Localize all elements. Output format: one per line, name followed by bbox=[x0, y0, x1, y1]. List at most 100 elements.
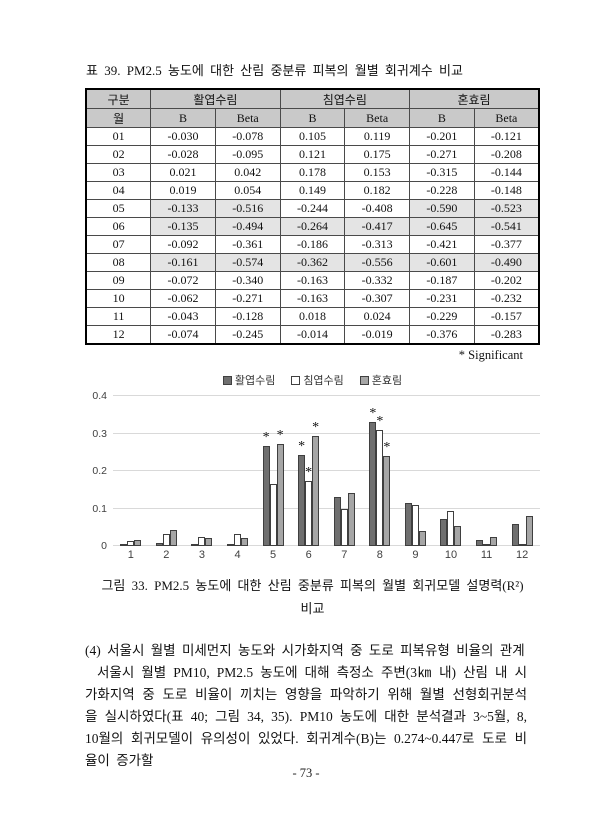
value-cell: -0.030 bbox=[150, 127, 216, 146]
bar-group bbox=[220, 396, 256, 546]
table-row: 05 -0.133 -0.516 -0.244 -0.408 -0.590 -0.523 bbox=[85, 199, 540, 218]
value-cell: -0.340 bbox=[214, 271, 281, 290]
value-cell: -0.074 bbox=[150, 325, 216, 345]
significance-star: * bbox=[276, 427, 284, 443]
value-cell: -0.541 bbox=[473, 217, 540, 236]
bar-slot: * bbox=[369, 396, 377, 546]
bar-활엽수림 bbox=[155, 542, 163, 546]
value-cell: -0.202 bbox=[473, 271, 540, 290]
bar-slot: * bbox=[305, 396, 313, 546]
figure-caption: 그림 33. PM2.5 농도에 대한 산림 중분류 피복의 월별 회귀모델 설… bbox=[85, 574, 540, 620]
legend-item: 침엽수림 bbox=[291, 372, 344, 388]
body-text: (4) 서울시 월별 미세먼지 농도와 시가화지역 중 도로 피복유형 비율의 … bbox=[85, 640, 527, 772]
gridline bbox=[113, 545, 540, 546]
value-cell: -0.362 bbox=[279, 253, 346, 272]
bar-활엽수림 bbox=[262, 446, 270, 546]
bar-활엽수림 bbox=[511, 523, 519, 546]
value-cell: -0.157 bbox=[473, 307, 540, 326]
bar-slot bbox=[227, 396, 235, 546]
legend-swatch-icon bbox=[291, 375, 301, 385]
table-row: 12 -0.074 -0.245 -0.014 -0.019 -0.376 -0.283 bbox=[85, 325, 540, 345]
bar-slot: * bbox=[312, 396, 320, 546]
value-cell: -0.043 bbox=[150, 307, 216, 326]
value-cell: -0.148 bbox=[473, 181, 540, 200]
gridline bbox=[113, 395, 540, 396]
bar-활엽수림 bbox=[191, 544, 199, 546]
bar-침엽수림 bbox=[127, 540, 135, 546]
chart-body: 0 0.1 0.2 0.3 0.4 * * * * * * * * bbox=[85, 390, 540, 552]
bar-slot: * bbox=[262, 396, 270, 546]
bar-침엽수림 bbox=[198, 537, 206, 546]
bar-혼효림 bbox=[312, 436, 320, 546]
value-cell: -0.019 bbox=[344, 325, 411, 345]
value-cell: -0.516 bbox=[214, 199, 281, 218]
value-cell: -0.590 bbox=[409, 199, 475, 218]
bar-혼효림 bbox=[525, 516, 533, 546]
value-cell: -0.228 bbox=[409, 181, 475, 200]
y-tick-label: 0.4 bbox=[92, 390, 107, 402]
table-header-row-sub: 월 B Beta B Beta B Beta bbox=[85, 108, 540, 128]
bar-slot bbox=[483, 396, 491, 546]
bar-활엽수림 bbox=[120, 543, 128, 546]
legend-item: 활엽수림 bbox=[222, 372, 276, 388]
value-cell: -0.229 bbox=[409, 307, 475, 326]
table-header-row-groups: 구분 활엽수림 침엽수림 혼효림 bbox=[85, 88, 540, 109]
value-cell: -0.307 bbox=[344, 289, 411, 308]
value-cell: -0.645 bbox=[409, 217, 475, 236]
bar-침엽수림 bbox=[376, 430, 384, 546]
month-cell: 11 bbox=[85, 307, 152, 326]
value-cell: -0.095 bbox=[214, 145, 281, 164]
table-row: 09 -0.072 -0.340 -0.163 -0.332 -0.187 -0.202 bbox=[85, 271, 540, 290]
regression-table: 구분 활엽수림 침엽수림 혼효림 월 B Beta B Beta B Beta … bbox=[85, 88, 540, 345]
bar-slot bbox=[205, 396, 213, 546]
gridline bbox=[113, 432, 540, 434]
bar-group: * * * bbox=[291, 396, 327, 546]
value-cell: -0.232 bbox=[473, 289, 540, 308]
bar-침엽수림 bbox=[269, 483, 277, 546]
significance-star: * bbox=[369, 406, 377, 422]
legend-swatch-icon bbox=[359, 375, 369, 385]
value-cell: -0.092 bbox=[150, 235, 216, 254]
header-cell-gubun: 구분 bbox=[85, 88, 152, 109]
bar-혼효림 bbox=[347, 492, 355, 546]
x-tick-label: 1 bbox=[127, 549, 134, 561]
value-cell: -0.144 bbox=[473, 163, 540, 182]
chart-x-axis: 1 2 3 4 5 6 7 8 9 10 11 12 bbox=[113, 546, 540, 564]
value-cell: -0.283 bbox=[473, 325, 540, 345]
bar-slot bbox=[169, 396, 177, 546]
value-cell: -0.556 bbox=[344, 253, 411, 272]
header-cell-conifer: 침엽수림 bbox=[279, 88, 411, 109]
bar-slot bbox=[234, 396, 242, 546]
value-cell: 0.018 bbox=[279, 307, 346, 326]
bar-slot bbox=[162, 396, 170, 546]
bar-slot bbox=[476, 396, 484, 546]
significance-star: * bbox=[376, 414, 384, 430]
month-cell: 10 bbox=[85, 289, 152, 308]
legend-label: 활엽수림 bbox=[234, 375, 276, 387]
bar-혼효림 bbox=[454, 525, 462, 546]
significance-star: * bbox=[312, 420, 320, 436]
significance-note: * Significant bbox=[458, 348, 523, 362]
bar-침엽수림 bbox=[518, 544, 526, 546]
bar-group bbox=[326, 396, 362, 546]
table-body: 01 -0.030 -0.078 0.105 0.119 -0.201 -0.121 02 -0… bbox=[85, 127, 540, 345]
bar-slot bbox=[454, 396, 462, 546]
x-tick-label: 8 bbox=[376, 549, 383, 561]
bar-slot bbox=[120, 396, 128, 546]
bar-혼효림 bbox=[276, 443, 284, 546]
value-cell: -0.062 bbox=[150, 289, 216, 308]
value-cell: -0.271 bbox=[214, 289, 281, 308]
significance-star: * bbox=[262, 430, 270, 446]
header-cell-mixed: 혼효림 bbox=[409, 88, 540, 109]
bar-slot bbox=[198, 396, 206, 546]
bar-slot bbox=[269, 396, 277, 546]
x-tick-label: 7 bbox=[341, 549, 348, 561]
bar-활엽수림 bbox=[333, 497, 341, 546]
legend-label: 침엽수림 bbox=[303, 375, 344, 387]
value-cell: -0.601 bbox=[409, 253, 475, 272]
table-header: 구분 활엽수림 침엽수림 혼효림 월 B Beta B Beta B Beta bbox=[85, 88, 540, 128]
value-cell: 0.121 bbox=[279, 145, 346, 164]
value-cell: -0.408 bbox=[344, 199, 411, 218]
y-tick-label: 0.3 bbox=[92, 427, 107, 440]
value-cell: 0.149 bbox=[279, 181, 346, 200]
